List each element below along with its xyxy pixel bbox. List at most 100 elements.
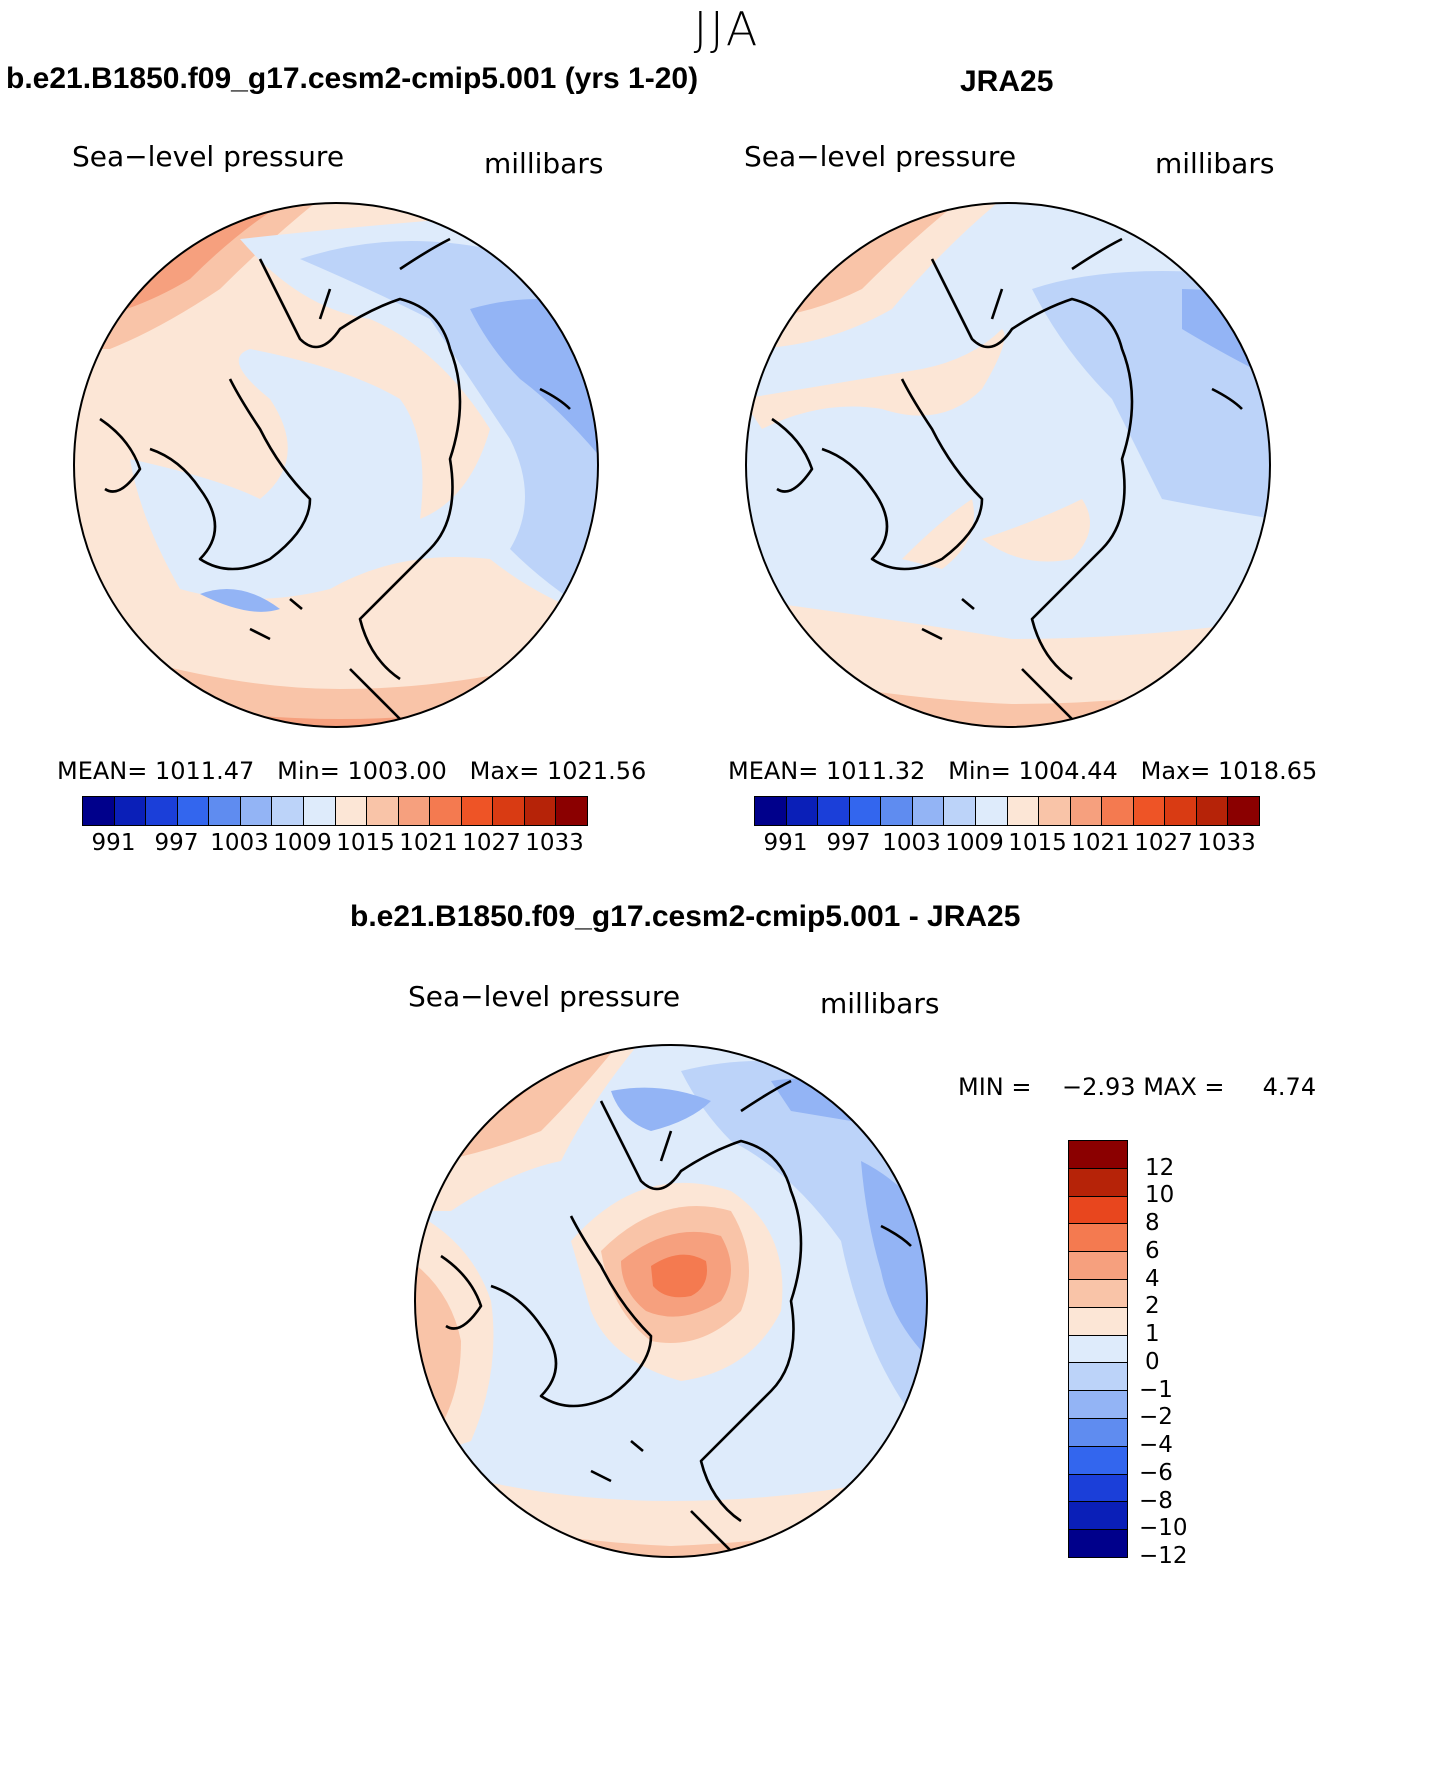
colorbar-tick-label: −6	[1139, 1459, 1173, 1486]
panel-2-variable: Sea−level pressure	[744, 140, 1017, 173]
colorbar-tick-label: 0	[1145, 1348, 1160, 1375]
panel-1-map	[73, 202, 599, 728]
panel-2-mean-value: 1011.32	[826, 757, 926, 785]
colorbar-tick-label: −12	[1139, 1543, 1188, 1569]
panel-1-title: b.e21.B1850.f09_g17.cesm2-cmip5.001 (yrs…	[6, 62, 699, 95]
colorbar-tick-label: 1021	[1071, 830, 1130, 856]
colorbar-swatch	[461, 797, 494, 825]
colorbar-swatch	[1069, 1530, 1127, 1557]
colorbar-swatch	[1069, 1391, 1127, 1419]
panel-2-min-label: Min=	[948, 757, 1011, 785]
colorbar-tick-label: 997	[154, 830, 199, 856]
panel-2-max-value: 1018.65	[1218, 757, 1318, 785]
colorbar-swatch	[556, 797, 587, 825]
colorbar-swatch	[177, 797, 210, 825]
colorbar-swatch	[818, 797, 850, 825]
colorbar-tick-label: −1	[1139, 1376, 1173, 1403]
colorbar-tick-label: 991	[763, 830, 808, 856]
colorbar-swatch	[1133, 797, 1166, 825]
colorbar-tick-label: 1015	[1008, 830, 1067, 856]
colorbar-swatch	[1069, 1307, 1127, 1336]
colorbar-swatch	[209, 797, 241, 825]
colorbar-swatch	[1069, 1474, 1127, 1503]
panel-1-min-label: Min=	[277, 757, 340, 785]
colorbar-tick-label: 1033	[1197, 830, 1256, 856]
panel-2-max-label: Max=	[1140, 757, 1211, 785]
colorbar-swatch	[944, 797, 976, 825]
colorbar-swatch	[303, 797, 336, 825]
colorbar-swatch	[1228, 797, 1259, 825]
colorbar-swatch	[849, 797, 882, 825]
colorbar-swatch	[146, 797, 178, 825]
diff-panel-units: millibars	[820, 987, 940, 1020]
colorbar-tick-label: −4	[1139, 1432, 1173, 1459]
colorbar-swatch	[1069, 1363, 1127, 1392]
panel-1-units: millibars	[484, 147, 604, 180]
season-title: JJA	[693, 2, 761, 56]
colorbar-swatch	[912, 797, 945, 825]
diff-colorbar	[1068, 1140, 1128, 1558]
colorbar-swatch	[493, 797, 525, 825]
colorbar-swatch	[1165, 797, 1197, 825]
panel-1-mean-value: 1011.47	[155, 757, 255, 785]
panel-2-stats: MEAN= 1011.32 Min= 1004.44 Max= 1018.65	[728, 757, 1317, 785]
colorbar-swatch	[1069, 1418, 1127, 1447]
colorbar-swatch	[786, 797, 819, 825]
diff-colorbar-labels: 12 10 8 6 4 2 1 0 −1 −2 −4 −6 −8 −10 −12	[1139, 1140, 1205, 1569]
panel-1-variable: Sea−level pressure	[72, 140, 345, 173]
colorbar-tick-label: 1033	[525, 830, 584, 856]
diff-min-label: MIN =	[958, 1073, 1032, 1101]
colorbar-tick-label: 1009	[273, 830, 332, 856]
diff-max-value: 4.74	[1262, 1073, 1317, 1101]
diff-max-label: MAX =	[1143, 1073, 1225, 1101]
colorbar-tick-label: 997	[826, 830, 871, 856]
colorbar-swatch	[1102, 797, 1134, 825]
colorbar-tick-label: 8	[1145, 1210, 1160, 1237]
colorbar-swatch	[1069, 1335, 1127, 1364]
colorbar-tick-label: 1	[1145, 1321, 1160, 1348]
diff-panel-stats: MIN = −2.93 MAX = 4.74	[958, 1073, 1316, 1101]
colorbar-tick-label: 6	[1145, 1237, 1160, 1264]
colorbar-swatch	[240, 797, 273, 825]
colorbar-tick-label: 1003	[882, 830, 941, 856]
panel-2-map	[745, 202, 1271, 728]
colorbar-swatch	[1196, 797, 1229, 825]
colorbar-swatch	[975, 797, 1008, 825]
colorbar-swatch	[1069, 1446, 1127, 1475]
colorbar-tick-label: −2	[1139, 1404, 1173, 1431]
colorbar-swatch	[755, 797, 787, 825]
colorbar-tick-label: −8	[1139, 1487, 1173, 1514]
colorbar-tick-label: 1015	[336, 830, 395, 856]
panel-2-title: JRA25	[960, 65, 1054, 98]
colorbar-swatch	[1069, 1502, 1127, 1531]
colorbar-swatch	[272, 797, 304, 825]
colorbar-swatch	[335, 797, 368, 825]
colorbar-swatch	[1069, 1168, 1127, 1197]
colorbar-tick-label: 991	[91, 830, 136, 856]
colorbar-tick-label: −10	[1139, 1515, 1188, 1542]
diff-panel-variable: Sea−level pressure	[408, 980, 681, 1013]
panel-1-min-value: 1003.00	[347, 757, 447, 785]
panel-1-stats: MEAN= 1011.47 Min= 1003.00 Max= 1021.56	[57, 757, 646, 785]
panel-2-colorbar	[754, 796, 1260, 826]
colorbar-tick-label: 10	[1145, 1182, 1175, 1209]
colorbar-swatch	[1039, 797, 1071, 825]
colorbar-tick-label: 1027	[1134, 830, 1193, 856]
colorbar-swatch	[398, 797, 431, 825]
colorbar-tick-label: 1009	[945, 830, 1004, 856]
colorbar-swatch	[1069, 1141, 1127, 1169]
colorbar-swatch	[1070, 797, 1103, 825]
colorbar-swatch	[881, 797, 913, 825]
colorbar-swatch	[1007, 797, 1040, 825]
colorbar-tick-label: 1027	[462, 830, 521, 856]
colorbar-swatch	[1069, 1224, 1127, 1253]
colorbar-swatch	[430, 797, 462, 825]
panel-2-min-value: 1004.44	[1018, 757, 1118, 785]
diff-panel-map	[414, 1044, 928, 1558]
colorbar-swatch	[524, 797, 557, 825]
panel-1-max-value: 1021.56	[547, 757, 647, 785]
panel-2-units: millibars	[1155, 147, 1275, 180]
colorbar-swatch	[1069, 1196, 1127, 1225]
colorbar-swatch	[1069, 1279, 1127, 1308]
panel-1-max-label: Max=	[469, 757, 540, 785]
